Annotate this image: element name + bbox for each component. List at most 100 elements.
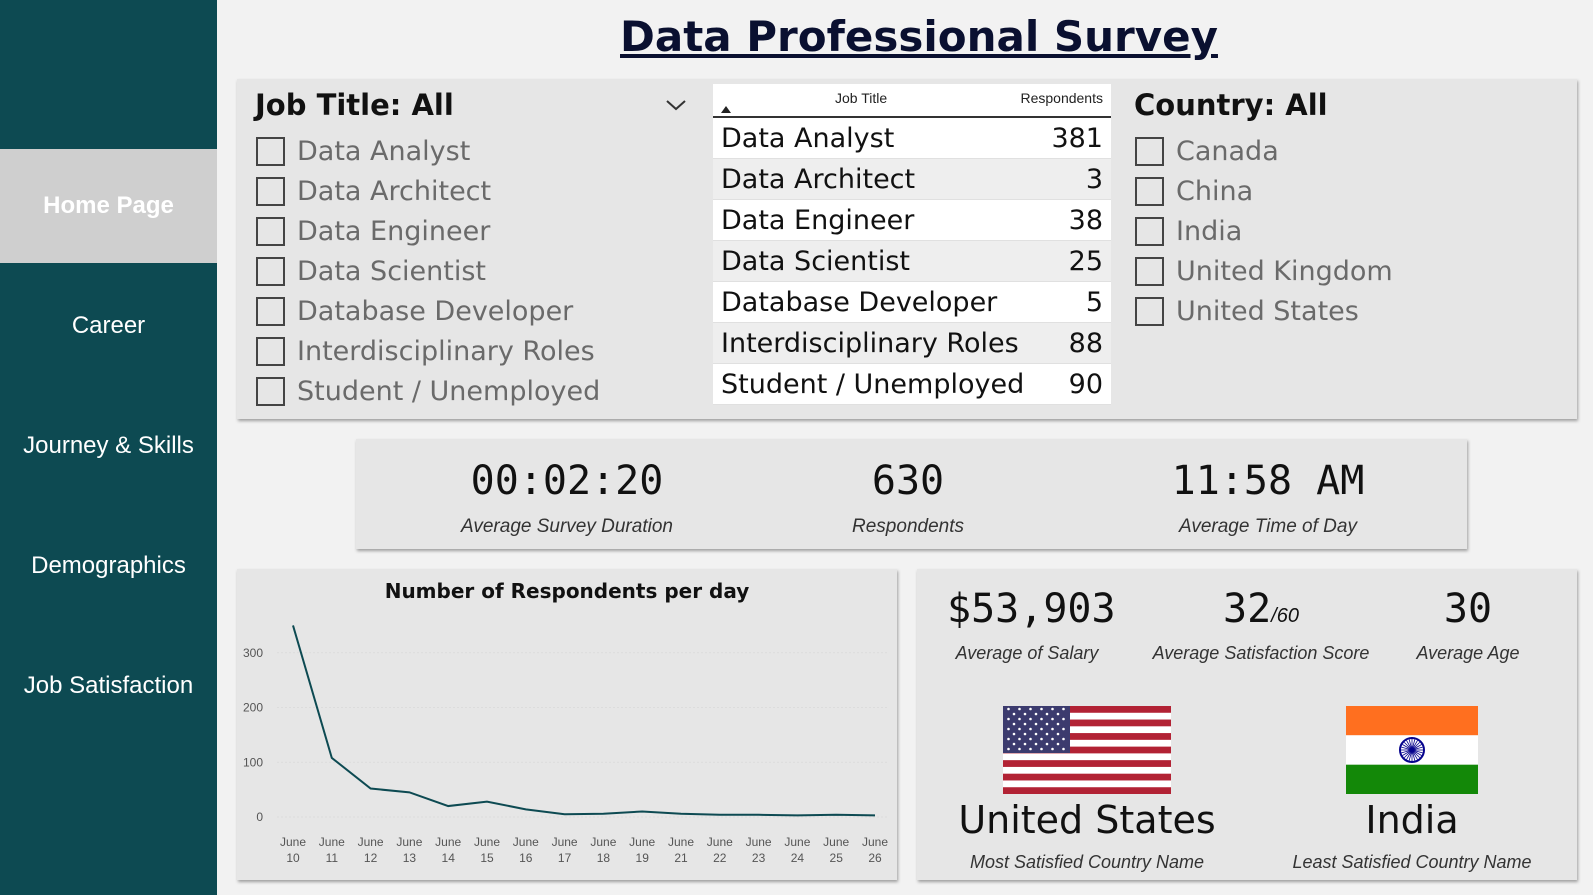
country-option-india[interactable]: India <box>1135 214 1242 248</box>
chevron-down-icon[interactable] <box>665 94 687 116</box>
table-row[interactable]: Data Engineer 38 <box>713 200 1111 241</box>
checkbox[interactable] <box>1135 296 1164 326</box>
job-option-student[interactable]: Student / Unemployed <box>256 374 600 408</box>
most-satisfied-label: Most Satisfied Country Name <box>969 852 1205 872</box>
cell-job-title: Student / Unemployed <box>721 369 1025 400</box>
table-header: Job Title Respondents <box>713 84 1111 118</box>
data-point[interactable] <box>446 804 450 808</box>
checkbox[interactable] <box>256 296 285 326</box>
job-option-data-scientist[interactable]: Data Scientist <box>256 254 486 288</box>
checkbox[interactable] <box>256 136 285 166</box>
checkbox[interactable] <box>1135 216 1164 246</box>
cell-respondents: 38 <box>1068 205 1103 236</box>
country-option-china[interactable]: China <box>1135 174 1253 208</box>
data-point[interactable] <box>640 810 644 814</box>
checkbox[interactable] <box>1135 176 1164 206</box>
cell-respondents: 3 <box>1085 164 1103 195</box>
data-point[interactable] <box>718 813 722 817</box>
cell-job-title: Data Engineer <box>721 205 915 236</box>
table-row[interactable]: Data Architect 3 <box>713 159 1111 200</box>
respondents-line-chart: 0 100 200 300 June 10 June 11 June 12 June 13 June 14… <box>243 623 888 865</box>
data-point[interactable] <box>795 813 799 817</box>
data-point[interactable] <box>563 812 567 816</box>
option-label: United Kingdom <box>1176 255 1393 287</box>
cell-job-title: Data Scientist <box>721 246 910 277</box>
x-tick-label: June 22 <box>707 835 733 865</box>
data-point[interactable] <box>485 800 489 804</box>
table-row[interactable]: Data Analyst 381 <box>713 118 1111 159</box>
data-point[interactable] <box>407 790 411 794</box>
option-label: Data Engineer <box>297 215 491 247</box>
data-point[interactable] <box>524 807 528 811</box>
x-tick-label: June 12 <box>358 835 384 865</box>
respondents-value: 630 <box>871 458 945 504</box>
job-option-interdisciplinary[interactable]: Interdisciplinary Roles <box>256 334 595 368</box>
sort-ascending-icon[interactable] <box>721 106 731 113</box>
data-point[interactable] <box>601 812 605 816</box>
cell-job-title: Interdisciplinary Roles <box>721 328 1019 359</box>
data-point[interactable] <box>330 756 334 760</box>
nav-journey-skills[interactable]: Journey & Skills <box>23 432 194 459</box>
job-option-data-engineer[interactable]: Data Engineer <box>256 214 490 248</box>
avg-duration-label: Average Survey Duration <box>461 516 673 537</box>
y-tick-label: 200 <box>243 701 263 715</box>
nav-career[interactable]: Career <box>71 312 146 339</box>
checkbox[interactable] <box>256 256 285 286</box>
checkbox[interactable] <box>256 376 285 406</box>
x-tick-label: June 11 <box>319 835 345 865</box>
data-point[interactable] <box>757 813 761 817</box>
cell-respondents: 5 <box>1085 287 1103 318</box>
united-states-flag-icon <box>1003 706 1171 794</box>
cell-job-title: Data Analyst <box>721 123 895 154</box>
table-row[interactable]: Data Scientist 25 <box>713 241 1111 282</box>
x-tick-label: June 24 <box>784 835 810 865</box>
data-point[interactable] <box>291 623 295 627</box>
satisfaction-label: Average Satisfaction Score <box>1152 643 1370 663</box>
respondents-chart-panel: Number of Respondents per day 0 100 200 300… <box>237 569 897 880</box>
checkbox[interactable] <box>1135 256 1164 286</box>
checkbox[interactable] <box>256 216 285 246</box>
checkbox[interactable] <box>256 176 285 206</box>
x-tick-label: June 16 <box>513 835 539 865</box>
option-label: India <box>1176 215 1243 247</box>
col-job-title[interactable]: Job Title <box>835 90 888 106</box>
salary-value: $53,903 <box>947 586 1116 632</box>
nav-home-page[interactable]: Home Page <box>0 149 217 263</box>
data-point[interactable] <box>679 812 683 816</box>
job-option-data-analyst[interactable]: Data Analyst <box>256 134 470 168</box>
avg-time-value: 11:58 AM <box>1171 458 1365 504</box>
job-option-database-developer[interactable]: Database Developer <box>256 294 573 328</box>
job-option-data-architect[interactable]: Data Architect <box>256 174 491 208</box>
checkbox[interactable] <box>1135 136 1164 166</box>
age-value: 30 <box>1443 586 1493 632</box>
x-tick-label: June 19 <box>629 835 655 865</box>
cell-respondents: 381 <box>1051 123 1103 154</box>
x-tick-label: June 14 <box>435 835 461 865</box>
checkbox[interactable] <box>256 336 285 366</box>
table-row[interactable]: Interdisciplinary Roles 88 <box>713 323 1111 364</box>
country-option-canada[interactable]: Canada <box>1135 134 1279 168</box>
x-tick-label: June 17 <box>552 835 578 865</box>
country-option-united-states[interactable]: United States <box>1135 294 1359 328</box>
avg-time-label: Average Time of Day <box>1179 516 1357 537</box>
table-row[interactable]: Database Developer 5 <box>713 282 1111 323</box>
data-point[interactable] <box>369 787 373 791</box>
cell-job-title: Data Architect <box>721 164 916 195</box>
satisfaction-score: 32/60 <box>1196 586 1326 632</box>
least-satisfied-label: Least Satisfied Country Name <box>1292 852 1532 872</box>
nav-demographics[interactable]: Demographics <box>31 552 186 579</box>
job-title-table: Job Title Respondents Data Analyst 381 Da… <box>713 84 1111 405</box>
option-label: Data Architect <box>297 175 492 207</box>
nav-job-satisfaction[interactable]: Job Satisfaction <box>23 672 194 699</box>
data-point[interactable] <box>873 813 877 817</box>
respondents-series-line[interactable] <box>292 625 876 817</box>
country-option-united-kingdom[interactable]: United Kingdom <box>1135 254 1393 288</box>
cell-job-title: Database Developer <box>721 287 998 318</box>
country-slicer-title: Country: All <box>1134 88 1328 122</box>
x-tick-label: June 21 <box>668 835 694 865</box>
col-respondents[interactable]: Respondents <box>1020 90 1103 106</box>
table-row[interactable]: Student / Unemployed 90 <box>713 364 1111 405</box>
data-point[interactable] <box>834 813 838 817</box>
x-tick-label: June 26 <box>862 835 888 865</box>
option-label: Database Developer <box>297 295 574 327</box>
